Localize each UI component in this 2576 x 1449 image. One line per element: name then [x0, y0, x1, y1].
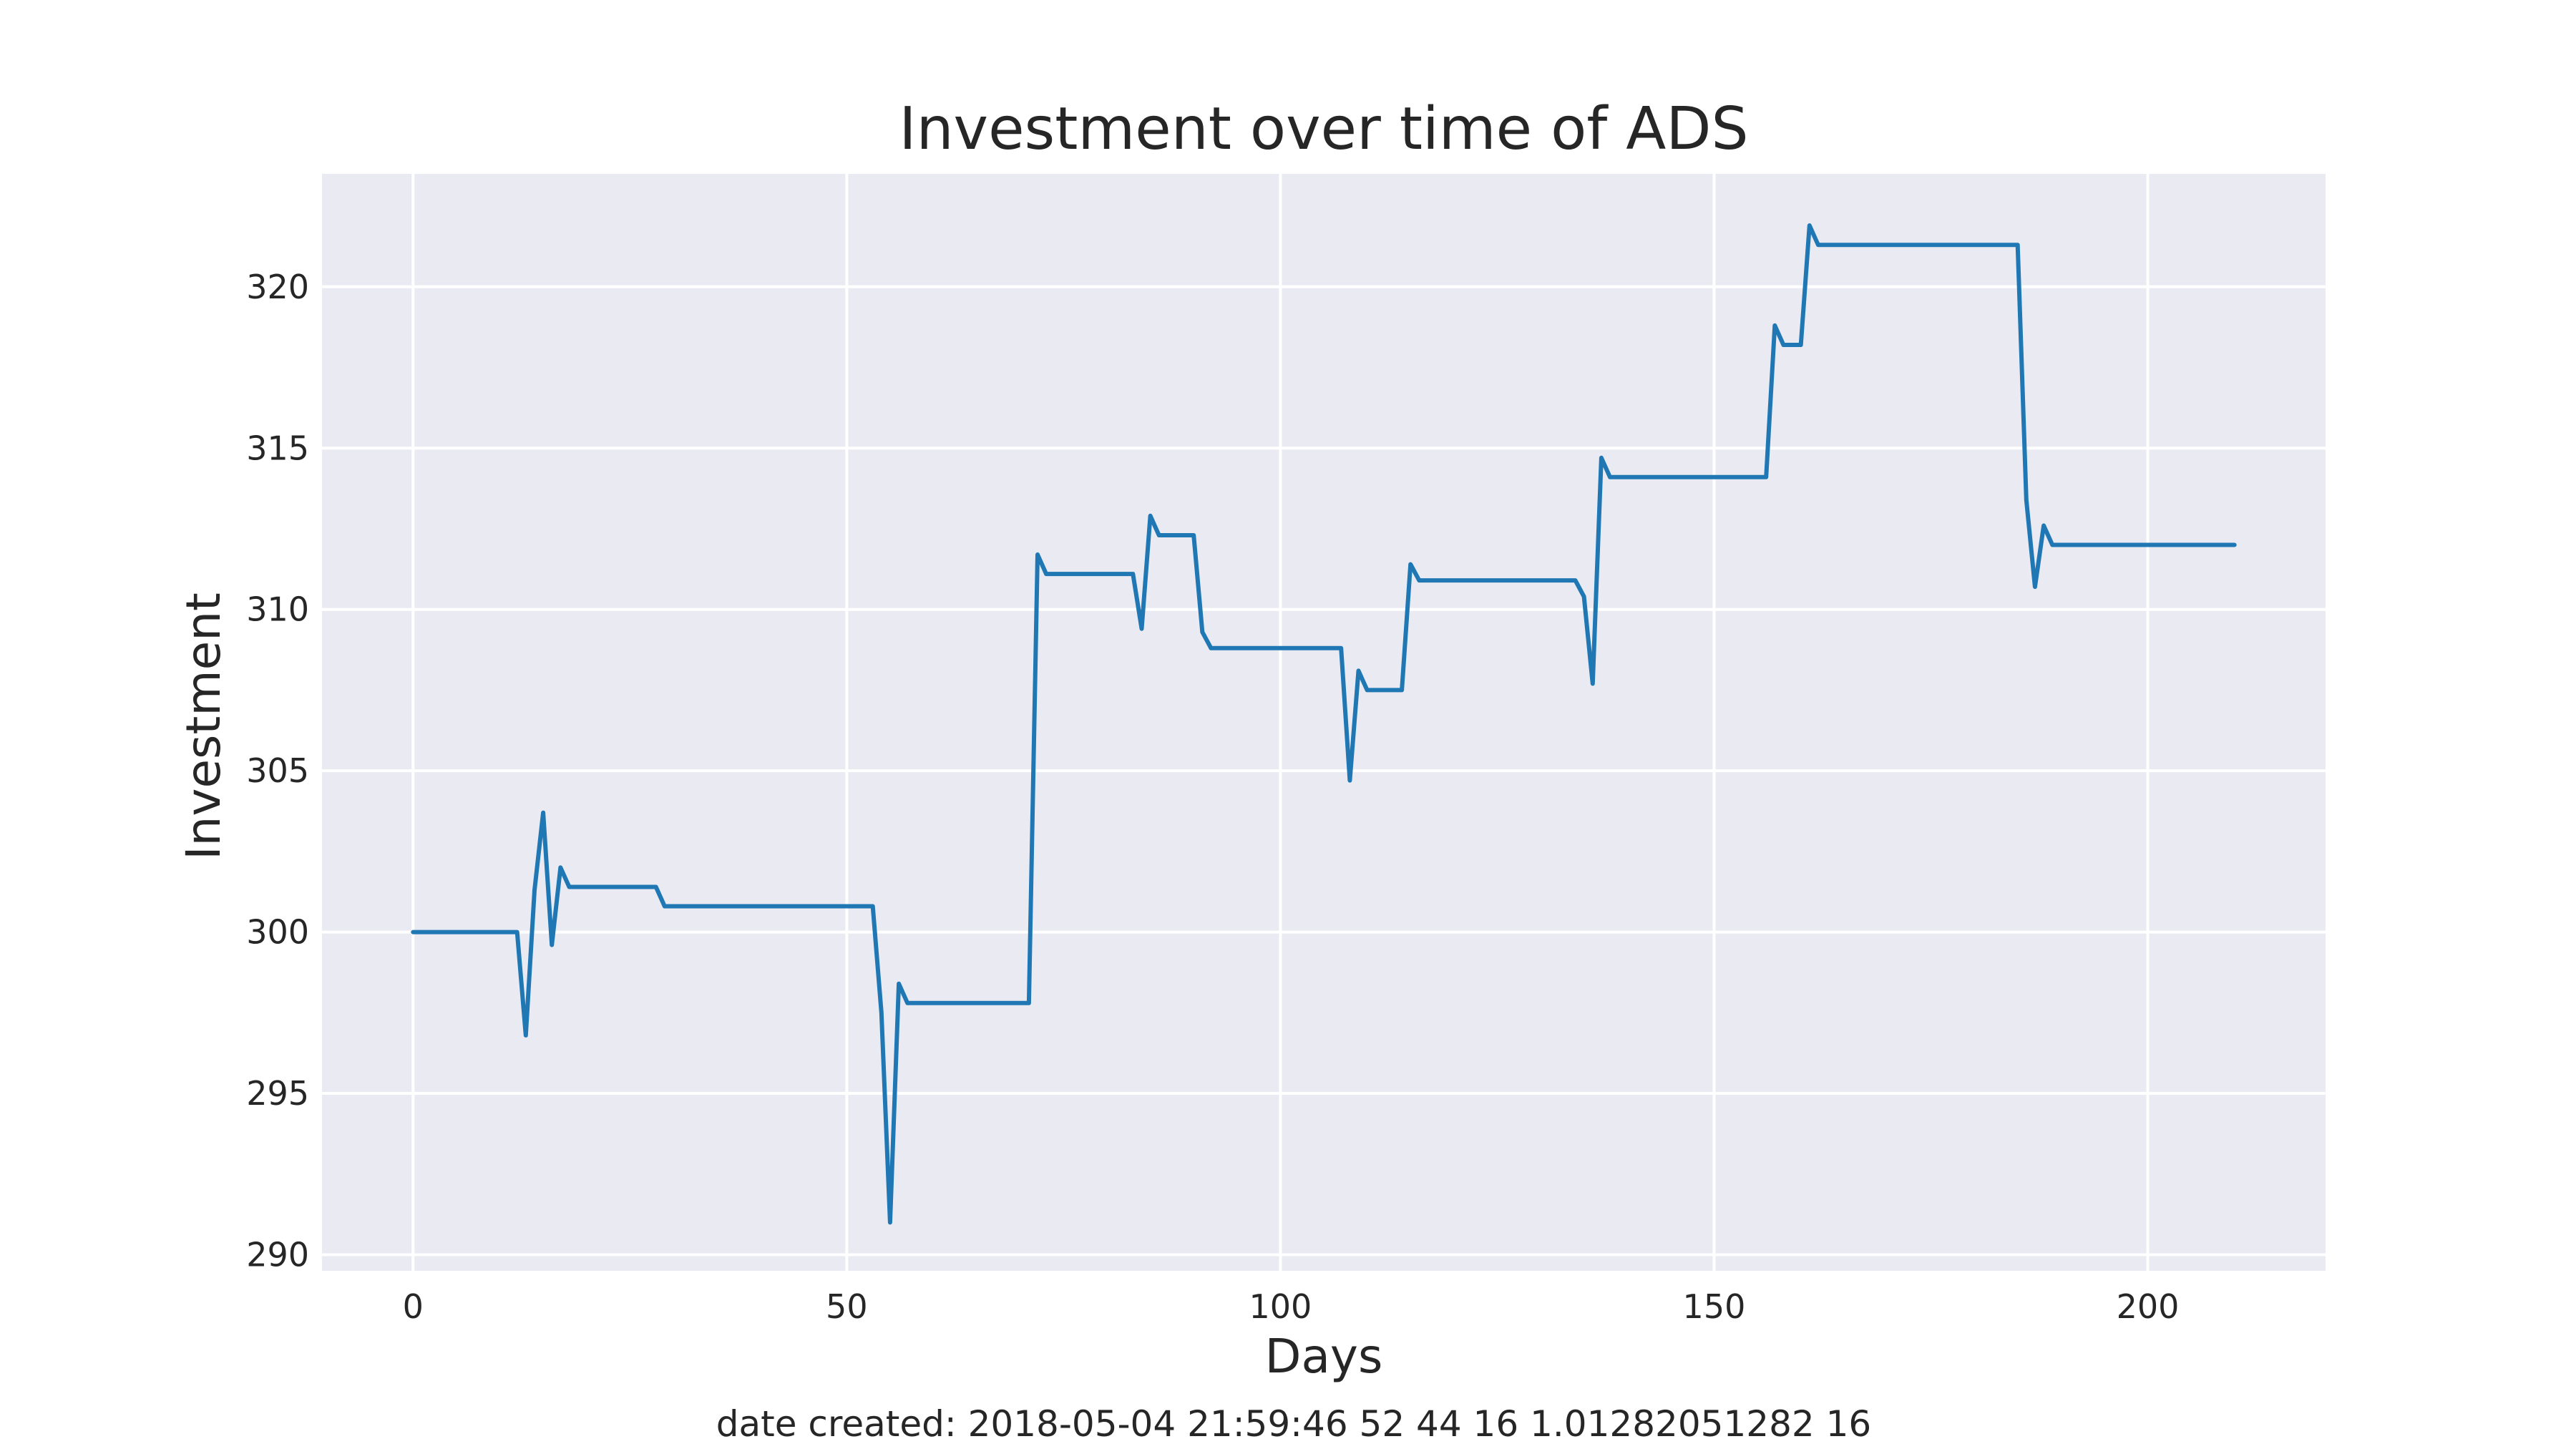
x-tick-label: 200	[2117, 1287, 2180, 1326]
y-tick-label: 300	[246, 913, 309, 952]
y-tick-label: 305	[246, 751, 309, 790]
y-tick-label: 320	[246, 268, 309, 306]
date-caption: date created: 2018-05-04 21:59:46 52 44 …	[716, 1403, 1871, 1445]
data-series	[411, 223, 2237, 1225]
chart-title: Investment over time of ADS	[899, 95, 1748, 163]
x-tick-label: 0	[403, 1287, 424, 1326]
x-axis-label: Days	[1265, 1329, 1383, 1384]
y-tick-label: 295	[246, 1074, 309, 1113]
x-tick-label: 50	[826, 1287, 868, 1326]
investment-series-line	[411, 223, 2237, 1225]
x-tick-label: 150	[1683, 1287, 1746, 1326]
y-tick-label: 315	[246, 429, 309, 467]
plot-background	[322, 174, 2326, 1271]
grid-lines	[322, 174, 2326, 1271]
y-tick-labels: 290 295 300 305 310 315 320	[246, 268, 309, 1274]
x-tick-label: 100	[1249, 1287, 1312, 1326]
y-tick-label: 290	[246, 1235, 309, 1274]
x-tick-labels: 0 50 100 150 200	[403, 1287, 2180, 1326]
y-axis-label: Investment	[176, 592, 231, 860]
y-tick-label: 310	[246, 590, 309, 629]
